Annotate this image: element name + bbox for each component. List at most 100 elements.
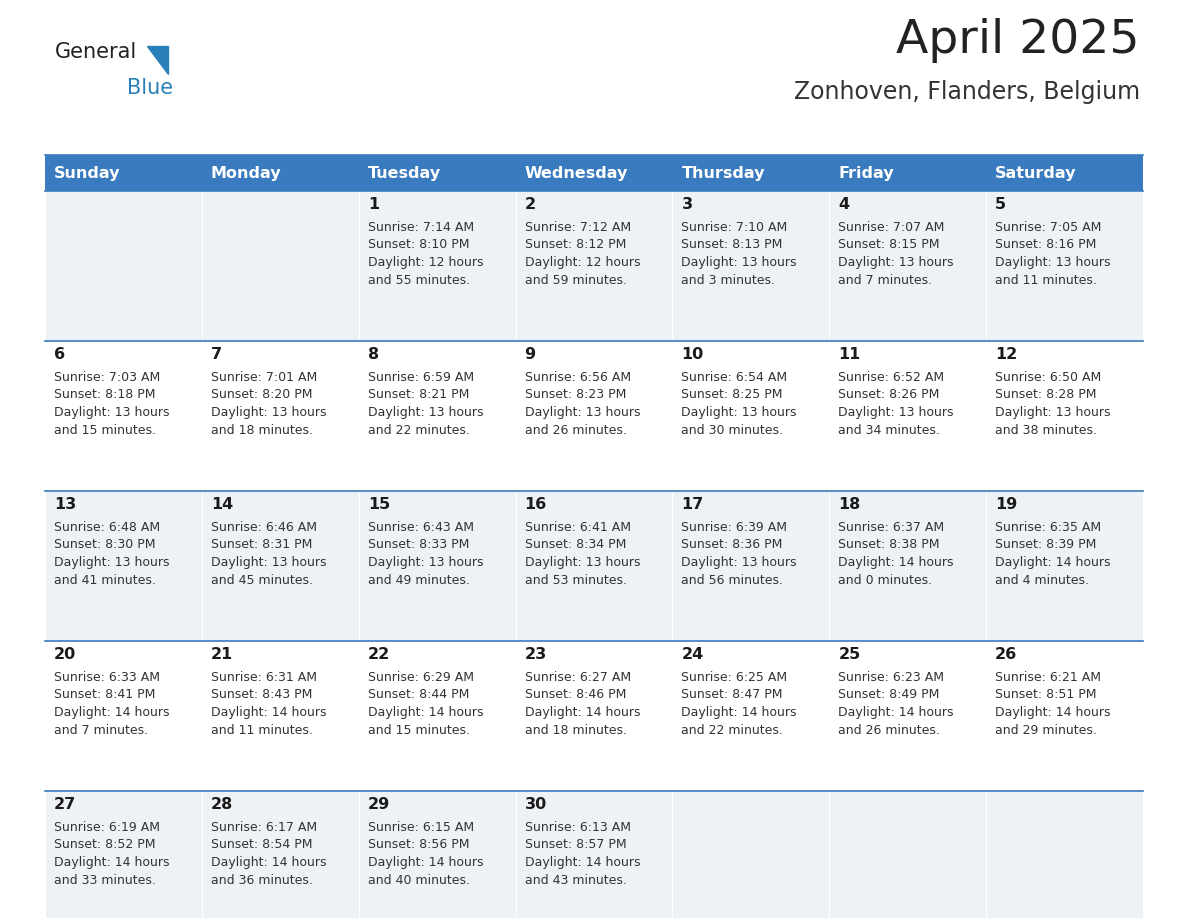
Text: Daylight: 14 hours: Daylight: 14 hours <box>210 706 327 719</box>
Bar <box>202 341 359 491</box>
Text: and 59 minutes.: and 59 minutes. <box>525 274 626 286</box>
Text: 22: 22 <box>368 647 390 662</box>
Text: Daylight: 14 hours: Daylight: 14 hours <box>210 856 327 869</box>
Text: Sunrise: 6:17 AM: Sunrise: 6:17 AM <box>210 821 317 834</box>
Text: and 38 minutes.: and 38 minutes. <box>996 423 1098 436</box>
Text: 20: 20 <box>53 647 76 662</box>
Text: Daylight: 13 hours: Daylight: 13 hours <box>368 556 484 569</box>
Text: Tuesday: Tuesday <box>368 165 441 181</box>
Text: Sunset: 8:43 PM: Sunset: 8:43 PM <box>210 688 312 701</box>
Bar <box>829 155 986 191</box>
Bar <box>516 641 672 791</box>
Text: Sunrise: 6:39 AM: Sunrise: 6:39 AM <box>682 521 788 534</box>
Text: Daylight: 13 hours: Daylight: 13 hours <box>53 406 170 419</box>
Text: Sunset: 8:16 PM: Sunset: 8:16 PM <box>996 239 1097 252</box>
Bar <box>829 641 986 791</box>
Text: 25: 25 <box>839 647 860 662</box>
Text: Sunset: 8:54 PM: Sunset: 8:54 PM <box>210 838 312 852</box>
Text: Daylight: 14 hours: Daylight: 14 hours <box>368 706 484 719</box>
Text: Wednesday: Wednesday <box>525 165 628 181</box>
Text: Friday: Friday <box>839 165 893 181</box>
Text: Blue: Blue <box>127 78 173 98</box>
Text: Sunset: 8:26 PM: Sunset: 8:26 PM <box>839 388 940 401</box>
Text: Daylight: 12 hours: Daylight: 12 hours <box>525 256 640 269</box>
Text: Daylight: 14 hours: Daylight: 14 hours <box>839 706 954 719</box>
Bar <box>986 641 1143 791</box>
Bar <box>516 155 672 191</box>
Bar <box>986 491 1143 641</box>
Text: Sunrise: 6:52 AM: Sunrise: 6:52 AM <box>839 371 944 384</box>
Text: Sunset: 8:33 PM: Sunset: 8:33 PM <box>368 539 469 552</box>
Text: Sunset: 8:47 PM: Sunset: 8:47 PM <box>682 688 783 701</box>
Bar <box>359 341 516 491</box>
Bar <box>986 191 1143 341</box>
Text: Sunrise: 7:03 AM: Sunrise: 7:03 AM <box>53 371 160 384</box>
Text: Sunset: 8:28 PM: Sunset: 8:28 PM <box>996 388 1097 401</box>
Text: Sunset: 8:12 PM: Sunset: 8:12 PM <box>525 239 626 252</box>
Text: Daylight: 13 hours: Daylight: 13 hours <box>996 406 1111 419</box>
Text: Sunrise: 6:56 AM: Sunrise: 6:56 AM <box>525 371 631 384</box>
Text: Daylight: 13 hours: Daylight: 13 hours <box>839 256 954 269</box>
Text: and 34 minutes.: and 34 minutes. <box>839 423 940 436</box>
Bar <box>359 791 516 918</box>
Text: Sunrise: 6:13 AM: Sunrise: 6:13 AM <box>525 821 631 834</box>
Text: and 15 minutes.: and 15 minutes. <box>53 423 156 436</box>
Text: Sunset: 8:46 PM: Sunset: 8:46 PM <box>525 688 626 701</box>
Text: and 45 minutes.: and 45 minutes. <box>210 574 312 587</box>
Bar <box>359 191 516 341</box>
Bar <box>516 791 672 918</box>
Bar <box>359 491 516 641</box>
Text: Sunset: 8:21 PM: Sunset: 8:21 PM <box>368 388 469 401</box>
Text: and 22 minutes.: and 22 minutes. <box>368 423 469 436</box>
Bar <box>45 191 202 341</box>
Bar <box>829 491 986 641</box>
Text: Sunrise: 6:23 AM: Sunrise: 6:23 AM <box>839 671 944 684</box>
Text: 3: 3 <box>682 197 693 212</box>
Bar <box>359 641 516 791</box>
Text: 13: 13 <box>53 497 76 512</box>
Text: and 7 minutes.: and 7 minutes. <box>839 274 933 286</box>
Text: Sunrise: 6:46 AM: Sunrise: 6:46 AM <box>210 521 317 534</box>
Text: 7: 7 <box>210 347 222 362</box>
Text: Sunrise: 6:35 AM: Sunrise: 6:35 AM <box>996 521 1101 534</box>
Text: Daylight: 13 hours: Daylight: 13 hours <box>53 556 170 569</box>
Text: Sunrise: 7:14 AM: Sunrise: 7:14 AM <box>368 221 474 234</box>
Text: Sunrise: 6:48 AM: Sunrise: 6:48 AM <box>53 521 160 534</box>
Text: Daylight: 14 hours: Daylight: 14 hours <box>996 556 1111 569</box>
Text: Monday: Monday <box>210 165 282 181</box>
Text: 16: 16 <box>525 497 546 512</box>
Text: and 18 minutes.: and 18 minutes. <box>525 723 626 736</box>
Text: and 0 minutes.: and 0 minutes. <box>839 574 933 587</box>
Text: 23: 23 <box>525 647 546 662</box>
Text: 11: 11 <box>839 347 860 362</box>
Bar <box>45 791 202 918</box>
Text: and 15 minutes.: and 15 minutes. <box>368 723 469 736</box>
Bar <box>45 341 202 491</box>
Bar <box>516 491 672 641</box>
Text: Daylight: 13 hours: Daylight: 13 hours <box>525 406 640 419</box>
Text: Sunrise: 7:01 AM: Sunrise: 7:01 AM <box>210 371 317 384</box>
Text: 27: 27 <box>53 797 76 812</box>
Text: 14: 14 <box>210 497 233 512</box>
Bar <box>45 491 202 641</box>
Bar <box>202 191 359 341</box>
Text: Sunset: 8:51 PM: Sunset: 8:51 PM <box>996 688 1097 701</box>
Text: Sunrise: 6:15 AM: Sunrise: 6:15 AM <box>368 821 474 834</box>
Text: Sunrise: 6:27 AM: Sunrise: 6:27 AM <box>525 671 631 684</box>
Text: 15: 15 <box>368 497 390 512</box>
Text: Sunrise: 6:25 AM: Sunrise: 6:25 AM <box>682 671 788 684</box>
Text: Daylight: 12 hours: Daylight: 12 hours <box>368 256 484 269</box>
Bar <box>359 155 516 191</box>
Bar <box>672 155 829 191</box>
Bar <box>672 341 829 491</box>
Text: Sunset: 8:57 PM: Sunset: 8:57 PM <box>525 838 626 852</box>
Text: Sunset: 8:20 PM: Sunset: 8:20 PM <box>210 388 312 401</box>
Bar <box>202 791 359 918</box>
Text: and 11 minutes.: and 11 minutes. <box>996 274 1097 286</box>
Text: and 29 minutes.: and 29 minutes. <box>996 723 1097 736</box>
Text: Sunrise: 6:54 AM: Sunrise: 6:54 AM <box>682 371 788 384</box>
Text: Sunset: 8:34 PM: Sunset: 8:34 PM <box>525 539 626 552</box>
Text: Daylight: 13 hours: Daylight: 13 hours <box>210 556 327 569</box>
Text: Sunrise: 6:31 AM: Sunrise: 6:31 AM <box>210 671 317 684</box>
Text: and 55 minutes.: and 55 minutes. <box>368 274 469 286</box>
